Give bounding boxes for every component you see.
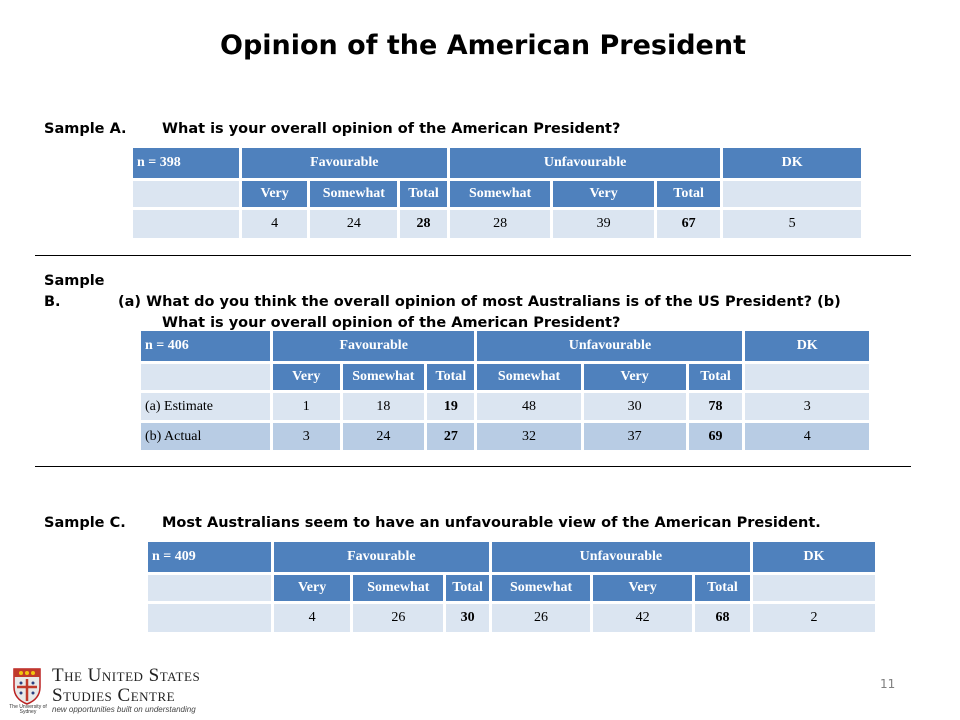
subheader-cell: Somewhat [342,364,425,390]
value-cell: 39 [553,210,654,238]
sample-size: n = 409 [148,542,271,572]
sample-a-question-text: What is your overall opinion of the Amer… [162,121,621,137]
total-cell: 28 [400,210,447,238]
table-row: (b) Actual 3 24 27 32 37 69 4 [141,423,869,450]
subheader-cell: Very [273,575,351,601]
sample-b-question: Sample B. (a) What do you think the overa… [44,271,841,334]
subheader-cell: Somewhat [310,181,398,207]
sample-b-table: n = 406 Favourable Unfavourable DK Very … [138,328,872,453]
logo-text-line1: The United States [52,665,201,686]
logo-text-line2: Studies Centre [52,685,176,706]
value-cell: 18 [342,393,425,420]
total-cell: 69 [688,423,743,450]
value-cell: 37 [583,423,686,450]
value-cell: 32 [477,423,581,450]
sample-c-table: n = 409 Favourable Unfavourable DK Very … [145,539,878,635]
favourable-header: Favourable [241,148,447,178]
sample-size: n = 406 [141,331,270,361]
value-cell: 24 [342,423,425,450]
subheader-cell: Very [553,181,654,207]
university-crest-icon [13,668,41,705]
subheader-cell: Total [427,364,475,390]
total-cell: 67 [656,210,721,238]
value-cell: 4 [745,423,869,450]
value-cell: 30 [583,393,686,420]
unfavourable-header: Unfavourable [477,331,743,361]
value-cell: 4 [273,604,351,632]
subheader-cell: Very [272,364,340,390]
favourable-header: Favourable [272,331,475,361]
value-cell: 5 [723,210,861,238]
logo-tagline: new opportunities built on understanding [52,705,196,714]
divider [35,466,911,467]
subheader-cell: Total [688,364,743,390]
value-cell: 48 [477,393,581,420]
sample-a-question: Sample A. What is your overall opinion of… [44,119,620,140]
subheader-cell: Very [593,575,692,601]
total-cell: 19 [427,393,475,420]
unfavourable-header: Unfavourable [491,542,751,572]
total-cell: 68 [694,604,751,632]
value-cell: 4 [241,210,308,238]
sample-b-question-line1: (a) What do you think the overall opinio… [118,294,841,310]
row-label [133,210,239,238]
empty-cell [141,364,270,390]
value-cell: 26 [353,604,444,632]
subheader-cell: Somewhat [477,364,581,390]
page-number: 11 [880,677,896,691]
value-cell: 3 [745,393,869,420]
favourable-header: Favourable [273,542,489,572]
sample-size: n = 398 [133,148,239,178]
subheader-cell: Somewhat [491,575,591,601]
value-cell: 1 [272,393,340,420]
slide-title: Opinion of the American President [220,30,746,61]
subheader-cell: Total [656,181,721,207]
total-cell: 30 [446,604,489,632]
sample-c-question: Sample C. Most Australians seem to have a… [44,513,821,534]
value-cell: 24 [310,210,398,238]
sample-b-question-line2: What is your overall opinion of the Amer… [162,315,621,331]
empty-cell [753,575,875,601]
empty-cell [745,364,869,390]
subheader-cell: Somewhat [353,575,444,601]
subheader-cell: Total [400,181,447,207]
row-label: (b) Actual [141,423,270,450]
sample-a-label: Sample A. [44,121,127,137]
dk-header: DK [745,331,869,361]
table-row: 4 24 28 28 39 67 5 [133,210,861,238]
crest-caption: The University of Sydney [9,704,47,715]
subheader-cell: Somewhat [449,181,551,207]
value-cell: 26 [491,604,591,632]
value-cell: 28 [449,210,551,238]
dk-header: DK [753,542,875,572]
table-row: (a) Estimate 1 18 19 48 30 78 3 [141,393,869,420]
subheader-cell: Total [446,575,489,601]
sample-a-table: n = 398 Favourable Unfavourable DK Very … [130,145,864,241]
row-label: (a) Estimate [141,393,270,420]
divider [35,255,911,256]
value-cell: 3 [272,423,340,450]
empty-cell [133,181,239,207]
unfavourable-header: Unfavourable [449,148,721,178]
total-cell: 27 [427,423,475,450]
subheader-cell: Very [583,364,686,390]
row-label [148,604,271,632]
empty-cell [723,181,861,207]
sample-b-label: Sample B. [44,273,105,310]
value-cell: 2 [753,604,875,632]
subheader-cell: Very [241,181,308,207]
dk-header: DK [723,148,861,178]
sample-c-label: Sample C. [44,515,126,531]
table-row: 4 26 30 26 42 68 2 [148,604,875,632]
total-cell: 78 [688,393,743,420]
subheader-cell: Total [694,575,751,601]
sample-c-question-text: Most Australians seem to have an unfavou… [162,515,821,531]
value-cell: 42 [593,604,692,632]
ussc-logo: The University of Sydney The United Stat… [9,665,222,715]
empty-cell [148,575,271,601]
